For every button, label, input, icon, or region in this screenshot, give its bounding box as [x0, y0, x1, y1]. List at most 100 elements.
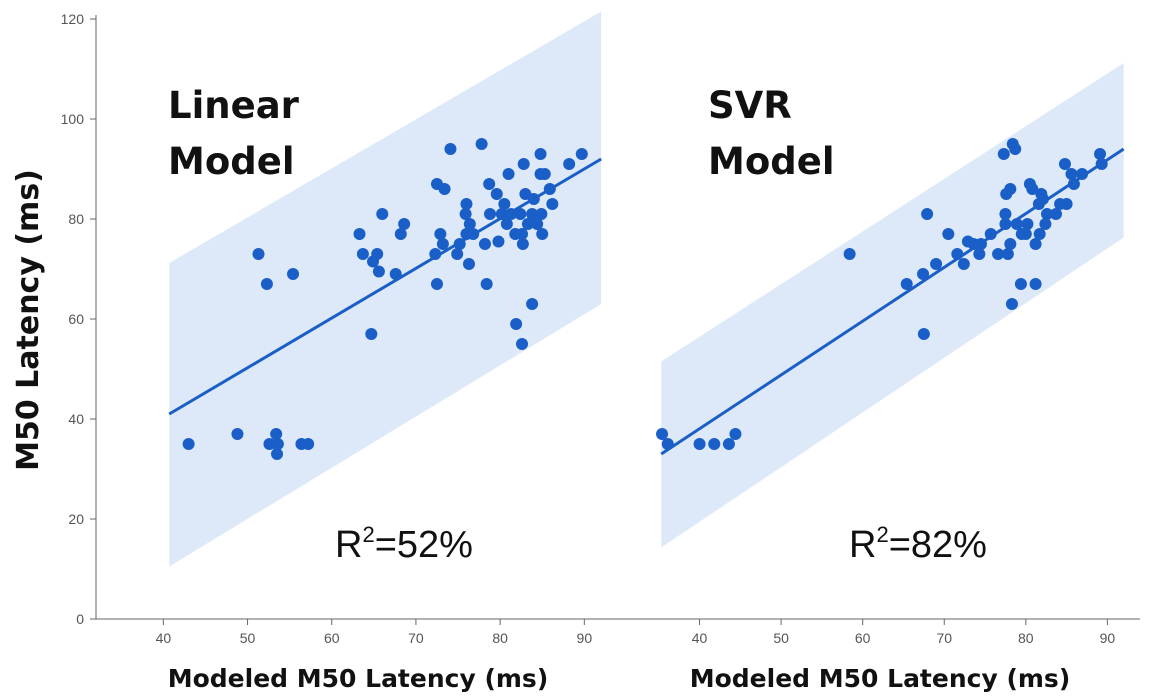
- data-point: [462, 258, 475, 270]
- data-point: [478, 238, 491, 250]
- data-point: [1039, 218, 1052, 230]
- x-axis-label: Modeled M50 Latency (ms): [168, 664, 549, 693]
- panel-linear-model: [168, 11, 602, 567]
- model-title-line2: Model: [708, 140, 835, 183]
- data-point: [535, 208, 548, 220]
- data-point: [451, 248, 464, 260]
- x-tick-label: 60: [855, 630, 871, 646]
- data-point: [1036, 193, 1049, 205]
- y-tick-label: 120: [61, 11, 85, 27]
- data-point: [500, 218, 513, 230]
- data-point: [531, 218, 544, 230]
- x-tick-label: 50: [773, 630, 789, 646]
- x-tick-label: 40: [692, 630, 708, 646]
- data-point: [1004, 238, 1017, 250]
- data-point: [973, 248, 986, 260]
- data-point: [356, 248, 369, 260]
- data-point: [394, 228, 407, 240]
- data-point: [505, 208, 518, 220]
- data-point: [526, 208, 539, 220]
- data-point: [502, 168, 515, 180]
- r-squared-label: R2=52%: [335, 522, 473, 566]
- data-point: [951, 248, 964, 260]
- r-squared-label: R2=82%: [849, 522, 987, 566]
- data-point: [1049, 208, 1062, 220]
- data-point: [999, 208, 1012, 220]
- data-point: [1076, 168, 1089, 180]
- data-point: [1005, 298, 1018, 310]
- data-point: [436, 238, 449, 250]
- data-point: [510, 318, 523, 330]
- labels-layer: Linear Model R2=52% Modeled M50 Latency (ms…: [11, 84, 1070, 693]
- data-point: [463, 218, 476, 230]
- data-point: [1019, 228, 1032, 240]
- data-point: [1058, 158, 1071, 170]
- data-point: [536, 228, 549, 240]
- data-point: [353, 228, 366, 240]
- data-point: [917, 328, 930, 340]
- data-point: [661, 438, 674, 450]
- x-tick-label: 40: [156, 630, 172, 646]
- data-point: [1009, 143, 1022, 155]
- data-point: [999, 218, 1012, 230]
- data-point: [260, 278, 273, 290]
- y-tick-label: 60: [68, 311, 84, 327]
- data-point: [484, 208, 497, 220]
- data-point: [984, 228, 997, 240]
- x-tick-label: 90: [577, 630, 593, 646]
- data-point: [495, 208, 508, 220]
- data-point: [921, 208, 934, 220]
- x-tick-label: 50: [240, 630, 256, 646]
- x-axis-label: Modeled M50 Latency (ms): [690, 664, 1071, 693]
- data-point: [527, 193, 540, 205]
- model-title-line2: Model: [168, 140, 295, 183]
- data-point: [708, 438, 721, 450]
- data-point: [1033, 228, 1046, 240]
- x-tick-label: 90: [1100, 630, 1116, 646]
- data-point: [271, 448, 284, 460]
- model-title-line1: Linear: [168, 84, 300, 127]
- data-point: [467, 228, 480, 240]
- data-point: [480, 278, 493, 290]
- data-point: [729, 428, 742, 440]
- data-point: [1001, 248, 1014, 260]
- data-point: [722, 438, 735, 450]
- data-point: [1065, 168, 1078, 180]
- data-point: [521, 218, 534, 230]
- data-point: [656, 428, 669, 440]
- data-point: [563, 158, 576, 170]
- data-point: [1029, 238, 1042, 250]
- y-tick-label: 0: [76, 611, 84, 627]
- data-point: [957, 258, 970, 270]
- data-point: [398, 218, 411, 230]
- data-point: [271, 438, 284, 450]
- data-point: [575, 148, 588, 160]
- x-tick-label: 70: [408, 630, 424, 646]
- data-point: [516, 238, 529, 250]
- data-point: [1041, 208, 1054, 220]
- data-point: [453, 238, 466, 250]
- data-point: [1067, 178, 1080, 190]
- data-point: [1021, 218, 1034, 230]
- data-point: [1026, 183, 1039, 195]
- data-point: [543, 183, 556, 195]
- data-point: [372, 265, 385, 278]
- data-point: [429, 248, 442, 260]
- data-point: [1004, 183, 1017, 195]
- prediction-band: [169, 11, 602, 567]
- data-point: [517, 158, 530, 170]
- data-point: [434, 228, 447, 240]
- data-point: [1010, 218, 1023, 230]
- data-point: [534, 148, 547, 160]
- data-point: [942, 228, 955, 240]
- data-point: [371, 248, 384, 260]
- data-point: [483, 178, 496, 190]
- data-point: [974, 238, 987, 250]
- data-point: [693, 438, 706, 450]
- data-point: [287, 268, 300, 280]
- data-point: [365, 328, 378, 340]
- data-point: [182, 438, 195, 450]
- data-point: [1094, 148, 1107, 160]
- x-tick-label: 70: [936, 630, 952, 646]
- data-point: [514, 208, 527, 220]
